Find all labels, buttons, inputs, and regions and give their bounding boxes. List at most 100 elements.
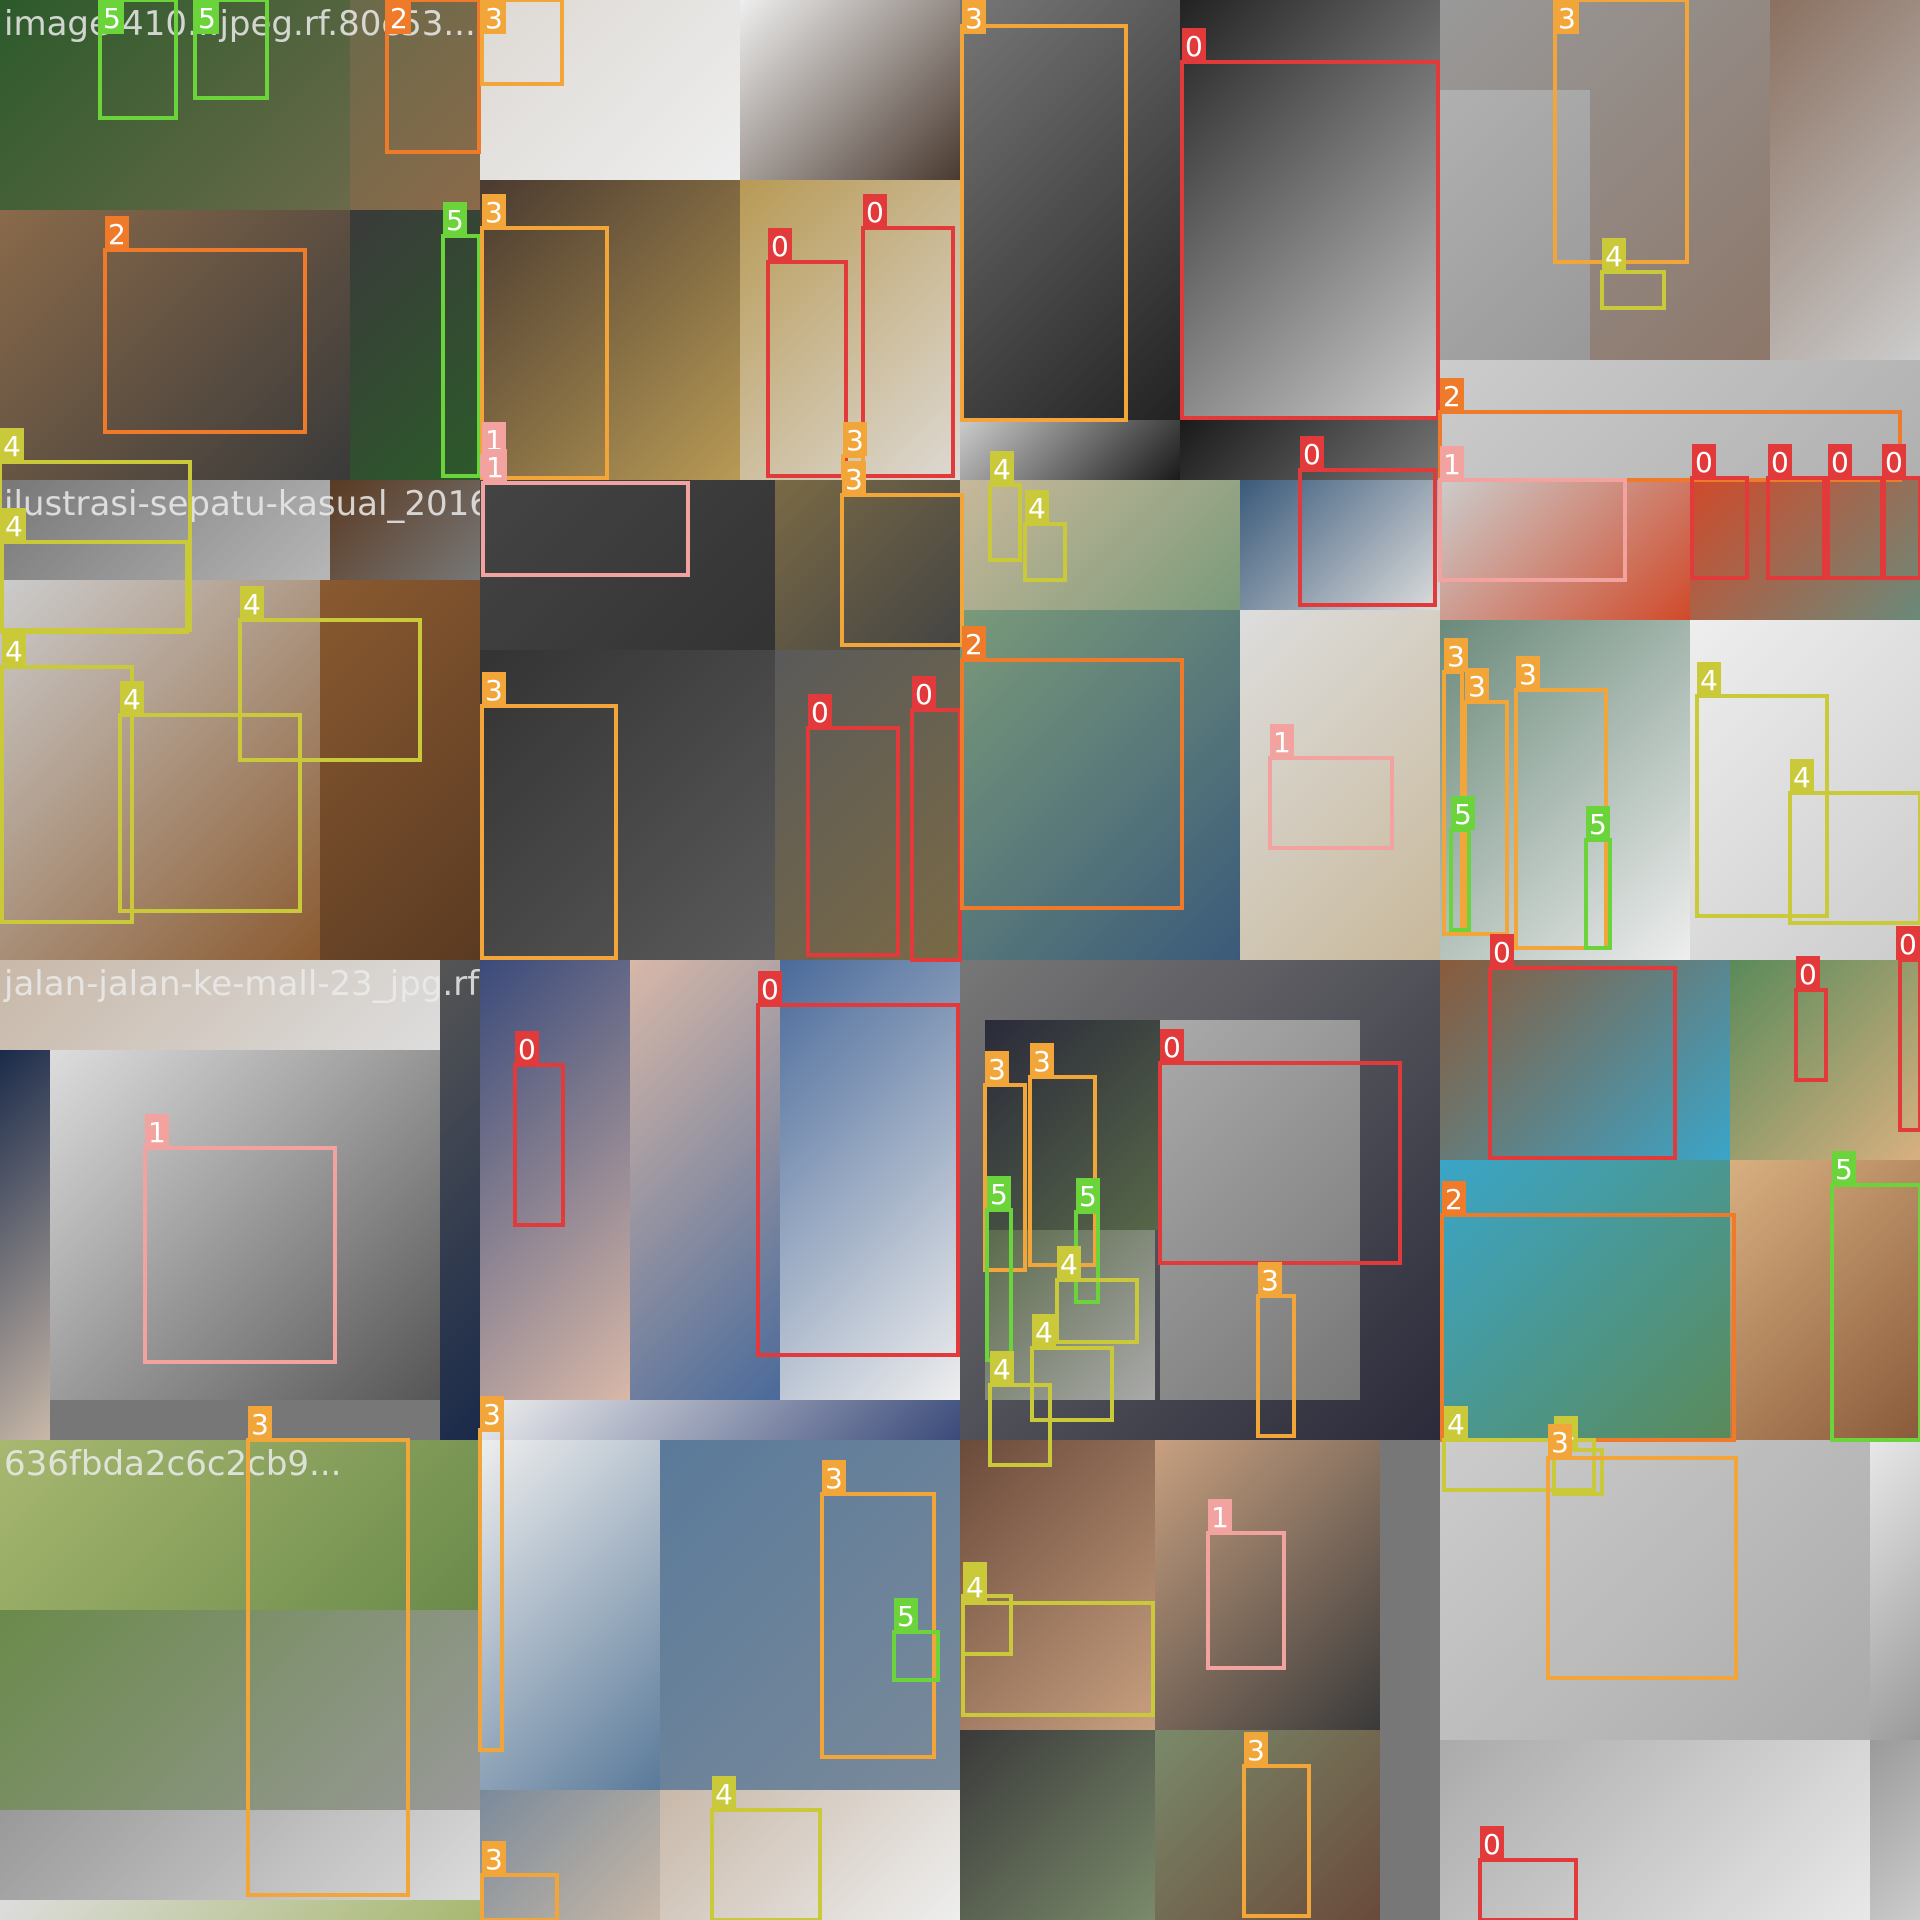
class-label-background [1480, 1826, 1504, 1860]
tile-9-cell-a [0, 960, 440, 1050]
class-label-background [1032, 1314, 1056, 1348]
tile-3-cell-a [960, 0, 1180, 420]
class-label-background [1208, 1499, 1232, 1533]
class-label-background [120, 681, 144, 715]
class-label: 0 [1885, 446, 1903, 479]
tile-16-cell-d [1870, 1740, 1920, 1920]
bounding-box [481, 481, 690, 577]
bounding-box [1242, 1764, 1311, 1918]
bounding-box [1206, 1531, 1286, 1670]
class-label-background [1555, 0, 1579, 34]
class-label: 3 [1447, 640, 1465, 673]
tile-13-cell-d [0, 1900, 480, 1920]
class-label-background [1896, 926, 1920, 960]
class-label-background [962, 0, 986, 34]
class-label-background [1160, 1029, 1184, 1063]
class-label-background [482, 672, 506, 706]
class-label-background [443, 202, 467, 236]
bounding-box [1158, 1061, 1402, 1265]
class-label: 4 [1605, 240, 1623, 273]
bounding-box [960, 24, 1128, 422]
class-label-background [1440, 446, 1464, 480]
class-label-background [1030, 1043, 1054, 1077]
bounding-box [193, 0, 269, 100]
class-label: 3 [1033, 1045, 1051, 1078]
class-label: 1 [148, 1116, 166, 1149]
class-label-background [1057, 1246, 1081, 1280]
class-label-background [712, 1776, 736, 1810]
class-label-background [2, 508, 26, 542]
class-label-background [962, 626, 986, 660]
bounding-box [961, 1601, 1155, 1717]
bounding-box [985, 1208, 1013, 1362]
tile-7-cell-a [960, 480, 1240, 610]
class-label: 3 [846, 424, 864, 457]
tile-6 [480, 480, 960, 960]
class-label: 0 [771, 230, 789, 263]
tile-10-cell-d [480, 1400, 960, 1440]
class-label: 3 [483, 1398, 501, 1431]
bounding-box [1298, 468, 1437, 607]
class-label-background [1440, 378, 1464, 412]
class-label: 0 [1163, 1031, 1181, 1064]
class-label: 2 [1443, 380, 1461, 413]
tile-13: 636fbda2c6c2cb9... [0, 1440, 480, 1920]
bounding-box [1553, 0, 1689, 264]
class-label: 3 [485, 1843, 503, 1876]
class-label: 5 [198, 2, 216, 35]
class-label: 0 [1483, 1828, 1501, 1861]
bounding-box [0, 540, 189, 634]
class-label-background [482, 194, 506, 228]
bounding-box [892, 1630, 940, 1682]
bounding-box [710, 1808, 822, 1920]
class-label-background [100, 0, 124, 34]
class-label: 3 [485, 2, 503, 35]
class-label-background [1465, 668, 1489, 702]
bounding-box [143, 1146, 337, 1364]
class-label: 3 [1551, 1426, 1569, 1459]
class-label: 3 [1261, 1264, 1279, 1297]
class-label: 4 [243, 588, 261, 621]
bounding-box [766, 260, 848, 478]
tile-4 [1440, 0, 1920, 480]
bounding-box [480, 1873, 559, 1920]
class-label-background [1182, 28, 1206, 62]
bounding-box [1478, 1858, 1578, 1920]
bounding-box [478, 1428, 504, 1752]
bounding-box [861, 226, 955, 478]
class-label: 0 [1493, 936, 1511, 969]
class-label-background [0, 428, 24, 462]
tile-16-cell-c [1870, 1440, 1920, 1740]
bounding-box [1880, 476, 1920, 580]
class-label-background [105, 216, 129, 250]
class-label: 4 [993, 1353, 1011, 1386]
class-label-background [1832, 1151, 1856, 1185]
bounding-box [1898, 958, 1920, 1132]
class-label: 0 [1799, 958, 1817, 991]
class-label: 3 [1558, 2, 1576, 35]
tile-7-cell-d [1240, 610, 1440, 960]
bounding-box [840, 493, 964, 647]
tile-7 [960, 480, 1440, 960]
class-label: 0 [761, 973, 779, 1006]
class-label-background [1586, 806, 1610, 840]
class-label: 3 [825, 1462, 843, 1495]
tile-1-cell-b [350, 0, 480, 210]
class-label: 4 [5, 510, 23, 543]
tile-7-cell-b [960, 610, 1240, 960]
tile-7-cell-c [1240, 480, 1440, 610]
tile-9-cell-b [50, 1050, 440, 1400]
class-label-background [912, 676, 936, 710]
bounding-box [988, 1383, 1052, 1467]
class-label-background [248, 1406, 272, 1440]
bounding-box [1788, 791, 1920, 925]
class-label-background [482, 0, 506, 34]
class-label: 4 [1028, 492, 1046, 525]
bounding-box [1055, 1278, 1139, 1344]
class-label-background [1490, 934, 1514, 968]
tile-1-cell-d [350, 210, 480, 480]
class-label-background [1442, 1181, 1466, 1215]
tile-15 [960, 1440, 1440, 1920]
class-label: 3 [845, 463, 863, 496]
class-label: 3 [485, 674, 503, 707]
